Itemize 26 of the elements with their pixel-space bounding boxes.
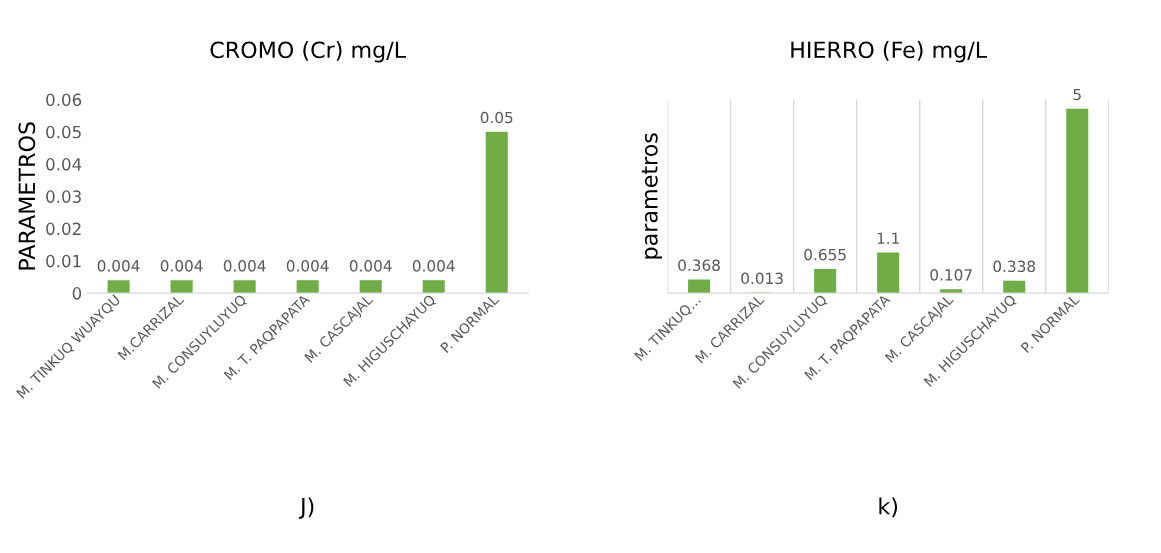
text: k) [879,497,898,518]
data-label: 0.338 [993,260,1036,273]
y-axis-title: PARAMETROS [18,122,36,270]
y-tick-label: 0.05 [46,125,81,139]
data-label: 0.368 [678,259,720,272]
data-label: 0.004 [160,260,203,272]
data-label: 0.004 [412,260,455,272]
data-label: 0.004 [349,260,392,272]
y-tick-label: 0.06 [46,93,82,107]
y-tick-label: 0.01 [46,254,81,268]
text: J) [298,497,314,519]
chart-title: CROMO (Cr) mg/L [210,41,406,63]
y-tick-label: 0.02 [46,222,81,236]
y-tick-label: 0.04 [46,158,82,171]
data-label: 0.05 [480,111,513,124]
y-tick-label: 0.03 [46,190,81,203]
chart-title: HIERRO (Fe) mg/L [791,41,988,63]
data-label: 0.004 [286,260,329,272]
data-label: 0.655 [804,248,846,261]
data-label: 5 [1073,88,1081,101]
data-label: 0.107 [930,269,972,281]
data-label: 0.004 [97,260,140,272]
data-label: 1.1 [877,232,899,244]
data-label: 0.013 [741,272,783,285]
y-axis-title: parametros [641,133,663,259]
data-label: 0.004 [223,260,266,272]
